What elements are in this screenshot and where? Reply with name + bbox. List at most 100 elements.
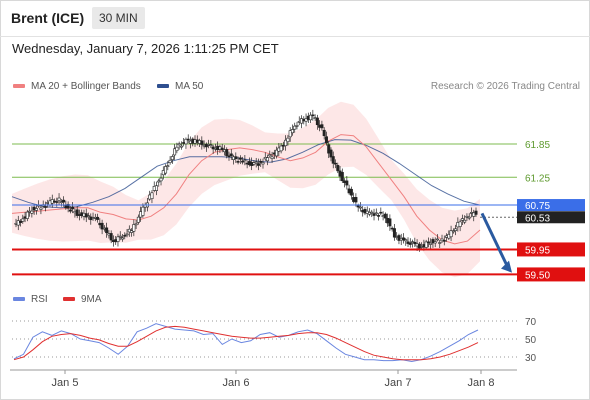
legend-rsi-swatch — [13, 297, 25, 302]
candle-body — [311, 114, 315, 117]
candle-body — [392, 228, 396, 238]
candle-body — [463, 219, 467, 223]
candle-body — [229, 153, 233, 157]
candle-body — [383, 213, 387, 219]
candle-body — [136, 216, 140, 223]
candle-body — [100, 222, 104, 230]
candle-body — [438, 242, 442, 244]
candle-body — [431, 239, 435, 244]
rsi-tick-50: 50 — [525, 335, 537, 346]
candle-body — [426, 241, 430, 244]
candle-body — [340, 172, 344, 182]
copyright-label: Research © 2026 Trading Central — [430, 81, 580, 92]
candle-body — [465, 215, 469, 218]
candle-body — [413, 241, 417, 245]
candle-body — [275, 149, 279, 157]
candle-body — [243, 159, 247, 162]
candle-body — [429, 242, 433, 245]
rsi-ma-line — [13, 325, 479, 361]
candle-body — [241, 160, 245, 163]
candle-body — [449, 230, 453, 238]
candle-body — [166, 165, 170, 167]
candle-body — [259, 161, 263, 163]
timeframe-button[interactable]: 30 MIN — [92, 7, 145, 29]
candle-body — [84, 213, 88, 218]
chart-header: Brent (ICE) 30 MIN — [0, 0, 590, 37]
candle-body — [184, 138, 188, 145]
candle-body — [320, 124, 324, 129]
candle-body — [388, 218, 392, 227]
candle-body — [379, 211, 383, 214]
candle-body — [105, 227, 109, 234]
candle-body — [177, 143, 181, 146]
candle-body — [43, 206, 47, 208]
candle-body — [293, 125, 297, 130]
legend-rsi-label: RSI — [31, 294, 48, 305]
candle-body — [286, 137, 290, 143]
legend-ma20: MA 20 + Bollinger Bands — [13, 81, 141, 93]
candle-body — [417, 243, 421, 249]
candle-body — [21, 218, 25, 222]
candle-body — [55, 201, 59, 203]
candle-body — [356, 205, 360, 208]
candle-body — [209, 144, 213, 147]
candle-body — [458, 221, 462, 227]
candle-body — [442, 240, 446, 242]
candle-body — [66, 204, 70, 209]
legend-ma20-label: MA 20 + Bollinger Bands — [31, 81, 141, 92]
ma50-line — [11, 139, 481, 209]
candle-body — [290, 129, 294, 134]
candles — [14, 109, 478, 252]
rsi-line — [13, 323, 479, 363]
candle-body — [435, 238, 439, 241]
resistance-label-1: 61.85 — [525, 140, 550, 151]
legend-rsi-ma-swatch — [63, 297, 75, 302]
candle-body — [121, 237, 125, 240]
candle-body — [268, 154, 272, 157]
x-tick-label-4: Jan 8 — [468, 377, 495, 389]
candle-body — [234, 156, 238, 160]
candle-body — [186, 138, 190, 141]
datetime-label: Wednesday, January 7, 2026 1:11:25 PM CE… — [12, 41, 279, 56]
candle-body — [424, 241, 428, 248]
legend-rsi-ma: 9MA — [63, 294, 102, 306]
candle-body — [225, 149, 229, 156]
candle-body — [200, 140, 204, 145]
support-tag-2 — [517, 267, 585, 282]
candle-body — [349, 188, 353, 196]
candle-body — [336, 165, 340, 172]
candle-body — [279, 145, 283, 152]
candle-body — [134, 223, 138, 226]
candle-body — [164, 166, 168, 174]
candle-body — [256, 163, 260, 166]
candle-body — [284, 139, 288, 147]
candle-body — [324, 136, 328, 144]
current-price-tag — [517, 199, 585, 212]
candle-body — [227, 155, 231, 158]
candle-body — [288, 130, 292, 138]
candle-body — [68, 209, 72, 212]
candle-body — [270, 156, 274, 159]
projection-arrow-shaft — [480, 212, 509, 267]
ma20-line — [11, 134, 481, 245]
candle-body — [440, 238, 444, 242]
candle-body — [408, 242, 412, 245]
rsi-tick-30: 30 — [525, 353, 537, 364]
x-tick-label-3: Jan 7 — [385, 377, 412, 389]
candle-body — [75, 209, 79, 216]
candle-body — [116, 236, 120, 242]
last-price-label: 60.53 — [525, 213, 550, 224]
candle-body — [397, 235, 401, 241]
rsi-tick-70: 70 — [525, 317, 537, 328]
candle-body — [132, 224, 136, 232]
legend-rsi: RSI — [13, 294, 48, 306]
candle-body — [157, 180, 161, 183]
candle-body — [295, 125, 299, 127]
candle-body — [331, 156, 335, 164]
candle-body — [123, 235, 127, 237]
candle-body — [377, 215, 381, 217]
candle-body — [374, 212, 378, 215]
projection-arrow-head — [501, 260, 512, 273]
candle-body — [168, 159, 172, 163]
